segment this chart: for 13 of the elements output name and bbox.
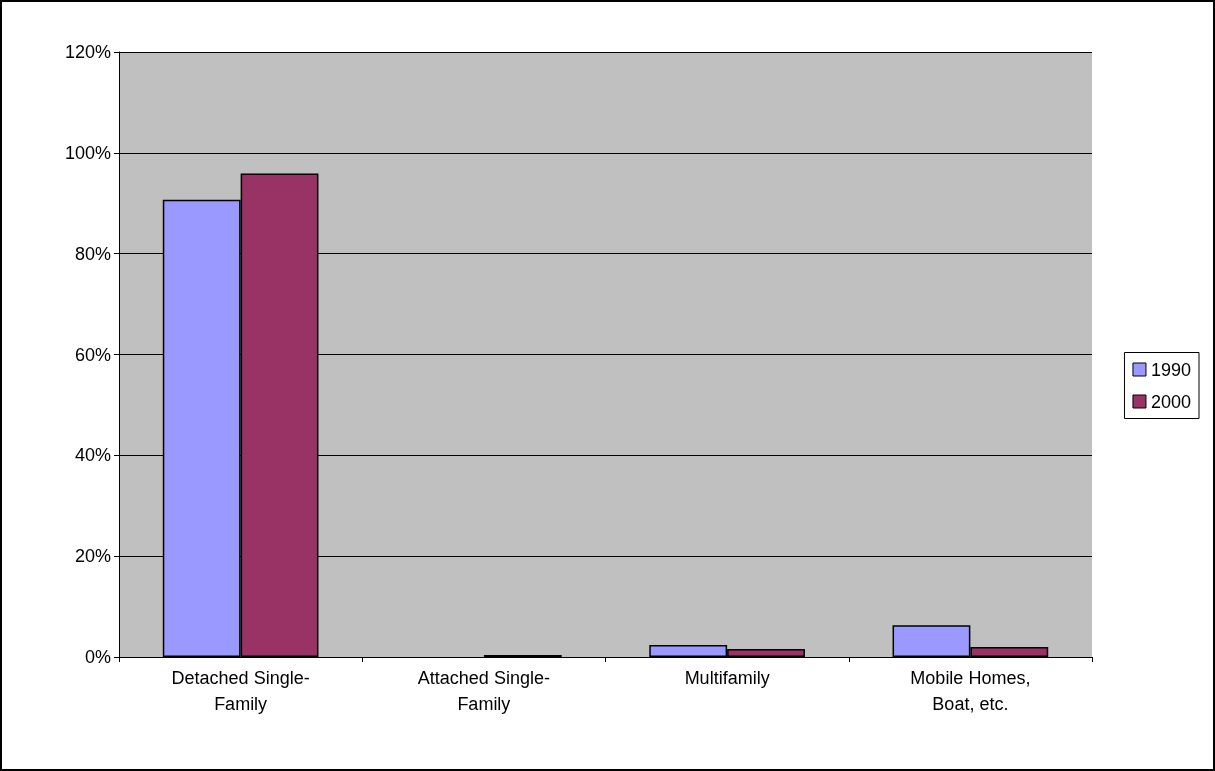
- y-tick-label: 60%: [74, 344, 111, 365]
- x-tick-label: Mobile Homes, Boat, etc.: [910, 668, 1031, 714]
- legend-label: 2000: [1150, 391, 1191, 412]
- y-tick-label: 120%: [64, 42, 111, 62]
- y-tick-label: 0%: [84, 647, 111, 667]
- x-tick-label: Detached Single-Family: [171, 668, 310, 714]
- y-tick-label: 20%: [74, 546, 111, 567]
- y-tick-label: 80%: [74, 243, 111, 264]
- y-tick-label: 100%: [64, 142, 111, 163]
- x-tick-label: Multifamily: [684, 668, 770, 688]
- x-tick-label: Attached Single-Family: [417, 668, 550, 714]
- legend-label: 1990: [1150, 359, 1191, 380]
- y-tick-label: 40%: [74, 445, 111, 466]
